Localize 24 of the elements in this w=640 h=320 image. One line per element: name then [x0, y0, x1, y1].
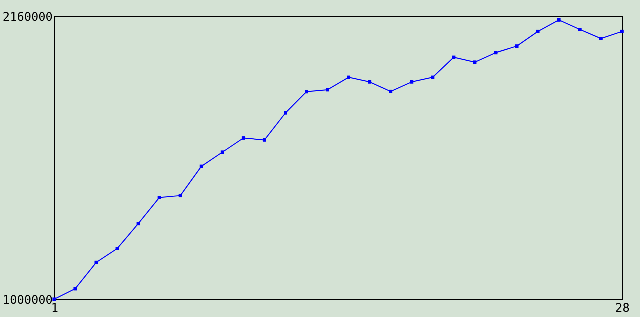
- x-tick-label: 28: [616, 300, 630, 315]
- point: [557, 18, 561, 22]
- point: [158, 196, 162, 200]
- point: [389, 90, 393, 94]
- point: [536, 30, 540, 34]
- point: [178, 194, 182, 198]
- point: [284, 111, 288, 115]
- point: [220, 150, 224, 154]
- point: [242, 136, 246, 140]
- point: [368, 80, 372, 84]
- point: [52, 298, 56, 302]
- y-tick-label: 1000000: [2, 292, 53, 307]
- x-tick-label: 1: [51, 300, 58, 315]
- point: [578, 28, 582, 32]
- line-series: [52, 18, 624, 302]
- y-tick-label: 2160000: [2, 10, 53, 24]
- point: [262, 138, 266, 142]
- point: [410, 80, 414, 84]
- point: [620, 30, 624, 34]
- point: [200, 164, 204, 168]
- point: [326, 88, 330, 92]
- point: [305, 90, 308, 94]
- point: [599, 37, 603, 40]
- point: [515, 44, 519, 48]
